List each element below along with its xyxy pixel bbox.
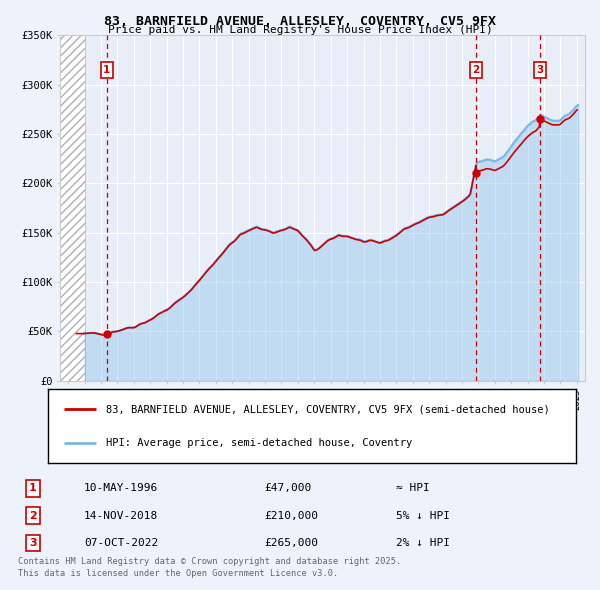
Text: 3: 3 [29, 538, 37, 548]
Text: £47,000: £47,000 [264, 483, 311, 493]
Text: 1: 1 [103, 65, 110, 75]
Text: 83, BARNFIELD AVENUE, ALLESLEY, COVENTRY, CV5 9FX (semi-detached house): 83, BARNFIELD AVENUE, ALLESLEY, COVENTRY… [106, 404, 550, 414]
Text: 07-OCT-2022: 07-OCT-2022 [84, 538, 158, 548]
Text: 83, BARNFIELD AVENUE, ALLESLEY, COVENTRY, CV5 9FX: 83, BARNFIELD AVENUE, ALLESLEY, COVENTRY… [104, 15, 496, 28]
Text: Contains HM Land Registry data © Crown copyright and database right 2025.
This d: Contains HM Land Registry data © Crown c… [18, 557, 401, 578]
Text: 2: 2 [29, 511, 37, 520]
Text: Price paid vs. HM Land Registry's House Price Index (HPI): Price paid vs. HM Land Registry's House … [107, 25, 493, 35]
Text: 1: 1 [29, 483, 37, 493]
Bar [60, 35, 85, 381]
Text: £265,000: £265,000 [264, 538, 318, 548]
Text: £210,000: £210,000 [264, 511, 318, 520]
Text: ≈ HPI: ≈ HPI [396, 483, 430, 493]
Text: 2: 2 [473, 65, 480, 75]
Text: 3: 3 [536, 65, 544, 75]
Text: 10-MAY-1996: 10-MAY-1996 [84, 483, 158, 493]
Text: 14-NOV-2018: 14-NOV-2018 [84, 511, 158, 520]
Text: HPI: Average price, semi-detached house, Coventry: HPI: Average price, semi-detached house,… [106, 438, 412, 448]
Text: 5% ↓ HPI: 5% ↓ HPI [396, 511, 450, 520]
Text: 2% ↓ HPI: 2% ↓ HPI [396, 538, 450, 548]
